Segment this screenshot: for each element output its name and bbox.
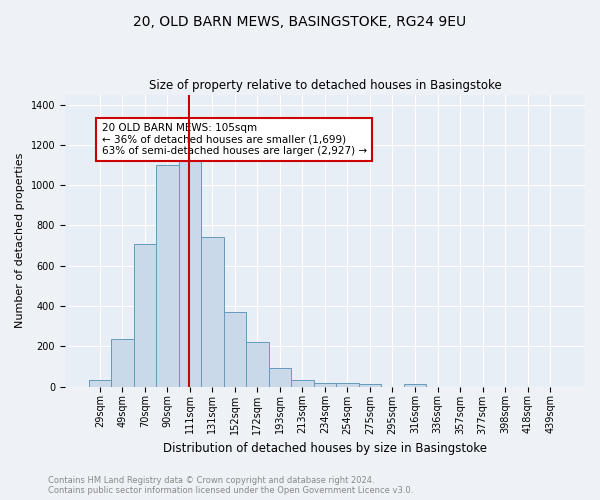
Bar [111, 339, 134, 386]
Bar [314, 382, 336, 386]
Bar [179, 161, 201, 386]
Bar [246, 342, 269, 386]
Bar [359, 384, 381, 386]
Bar [404, 384, 426, 386]
Bar [89, 380, 111, 386]
Bar [291, 380, 314, 386]
Bar [224, 312, 246, 386]
Bar [134, 244, 156, 386]
Bar [269, 368, 291, 386]
Text: 20 OLD BARN MEWS: 105sqm
← 36% of detached houses are smaller (1,699)
63% of sem: 20 OLD BARN MEWS: 105sqm ← 36% of detach… [101, 122, 367, 156]
Text: Contains HM Land Registry data © Crown copyright and database right 2024.
Contai: Contains HM Land Registry data © Crown c… [48, 476, 413, 495]
X-axis label: Distribution of detached houses by size in Basingstoke: Distribution of detached houses by size … [163, 442, 487, 455]
Y-axis label: Number of detached properties: Number of detached properties [15, 153, 25, 328]
Title: Size of property relative to detached houses in Basingstoke: Size of property relative to detached ho… [149, 79, 502, 92]
Bar [336, 382, 359, 386]
Text: 20, OLD BARN MEWS, BASINGSTOKE, RG24 9EU: 20, OLD BARN MEWS, BASINGSTOKE, RG24 9EU [133, 15, 467, 29]
Bar [156, 165, 179, 386]
Bar [201, 236, 224, 386]
